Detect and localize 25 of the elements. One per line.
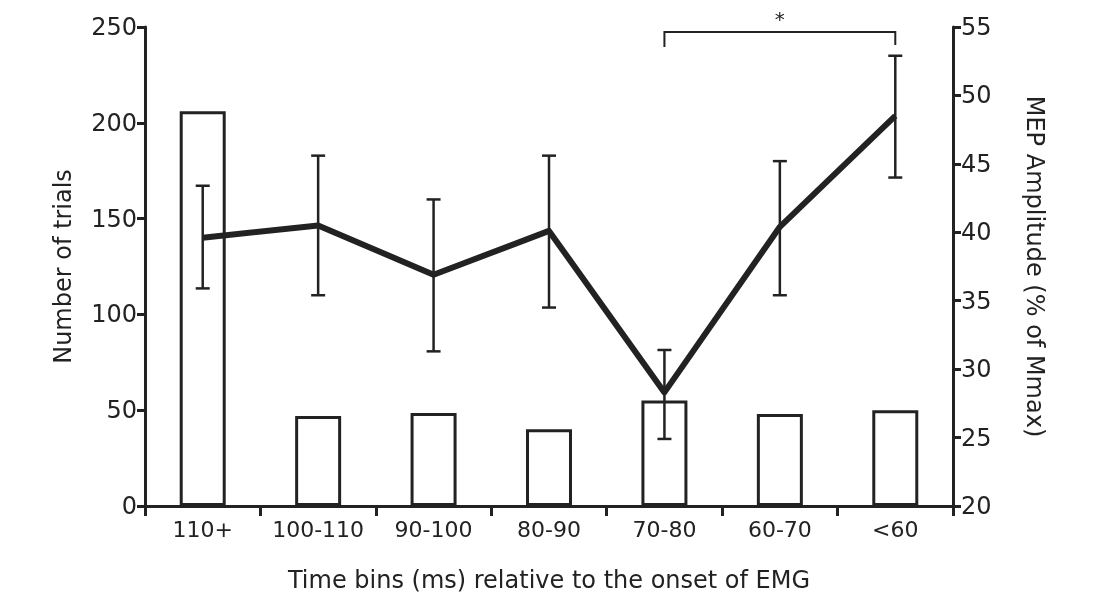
y2-tick-label: 20: [961, 492, 992, 520]
x-axis-title: Time bins (ms) relative to the onset of EMG: [286, 566, 811, 594]
y-tick-label: 100: [91, 300, 137, 329]
y2-tick-label: 25: [961, 423, 992, 452]
x-tick-label: 70-80: [632, 516, 697, 542]
y-tick-label: 250: [91, 13, 137, 41]
y-tick-label: 150: [91, 204, 137, 233]
x-tick-label: 110+: [172, 516, 233, 542]
annotation: *: [774, 7, 785, 31]
x-tick-label: <60: [872, 516, 919, 542]
x-tick-label: 100-110: [272, 516, 365, 542]
y2-tick-label: 35: [961, 286, 992, 315]
y2-tick-label: 45: [961, 149, 992, 178]
x-tick-label: 60-70: [747, 516, 812, 542]
y2-tick-label: 55: [961, 13, 992, 41]
y2-axis-title: MEP Amplitude (% of Mmax): [1021, 95, 1049, 438]
x-tick-label: 80-90: [517, 516, 581, 542]
y-tick-label: 50: [106, 396, 137, 425]
y2-tick-label: 30: [961, 355, 992, 384]
y-tick-label: 0: [121, 492, 137, 520]
x-tick-label: 90-100: [394, 516, 473, 542]
y-axis-title: Number of trials: [49, 169, 77, 364]
y2-tick-label: 40: [961, 218, 992, 247]
y2-tick-label: 50: [961, 81, 992, 110]
y-tick-label: 200: [91, 108, 137, 137]
